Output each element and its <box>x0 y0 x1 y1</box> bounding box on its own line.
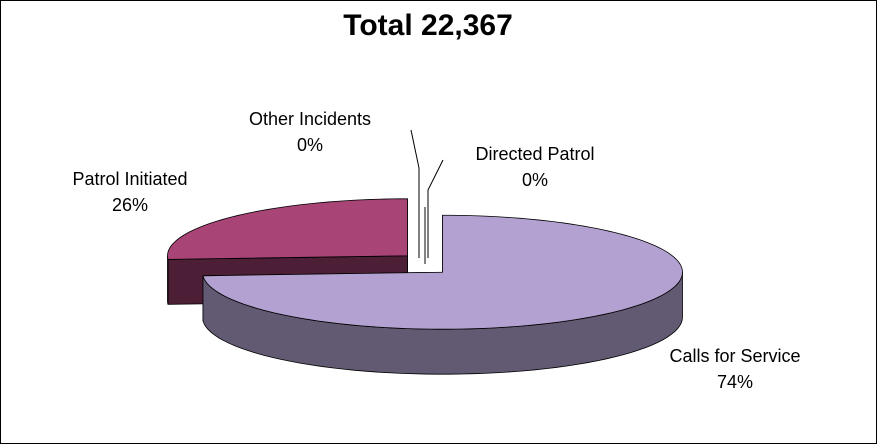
slice-label: Directed Patrol <box>475 144 594 164</box>
slice-value-label: 0% <box>297 135 323 155</box>
slice-label: Patrol Initiated <box>72 169 187 189</box>
leader-line <box>410 129 420 258</box>
pie <box>167 198 683 375</box>
slice-label: Calls for Service <box>669 346 800 366</box>
leader-line <box>427 159 444 258</box>
slice-value-label: 74% <box>717 372 753 392</box>
slice <box>202 214 683 330</box>
slice-value-label: 0% <box>522 170 548 190</box>
chart-title: Total 22,367 <box>343 9 513 42</box>
slice-value-label: 26% <box>112 195 148 215</box>
slice-label: Other Incidents <box>249 109 371 129</box>
slice <box>167 198 408 260</box>
